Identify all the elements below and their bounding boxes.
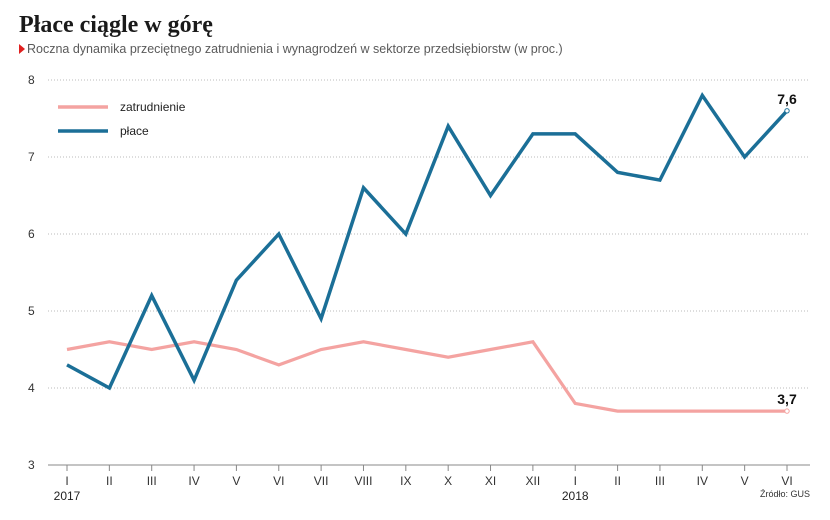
x-tick-label: II: [614, 474, 621, 488]
x-tick-label: IV: [188, 474, 199, 488]
triangle-marker-icon: [19, 44, 25, 54]
x-year-label: 2018: [562, 489, 589, 503]
x-tick-label: VII: [314, 474, 329, 488]
legend-label: zatrudnienie: [120, 100, 186, 114]
y-tick-label: 4: [28, 381, 35, 395]
x-tick-label: X: [444, 474, 452, 488]
x-tick-label: I: [65, 474, 68, 488]
y-tick-label: 6: [28, 227, 35, 241]
x-tick-label: XII: [526, 474, 541, 488]
x-tick-label: IX: [400, 474, 411, 488]
x-tick-label: VIII: [354, 474, 372, 488]
x-year-label: 2017: [54, 489, 81, 503]
series-end-label: 3,7: [777, 391, 797, 407]
x-tick-label: IV: [697, 474, 708, 488]
source-note: Źródło: GUS: [759, 489, 810, 499]
series-end-point: [784, 108, 790, 114]
x-tick-label: VI: [781, 474, 792, 488]
x-tick-label: III: [147, 474, 157, 488]
legend-label: płace: [120, 124, 149, 138]
series-end-label: 7,6: [777, 91, 797, 107]
x-tick-label: I: [574, 474, 577, 488]
series-line-zatrudnienie: [66, 340, 787, 413]
x-tick-label: II: [106, 474, 113, 488]
y-tick-label: 7: [28, 150, 35, 164]
chart-subtitle-text: Roczna dynamika przeciętnego zatrudnieni…: [27, 42, 563, 56]
y-tick-label: 3: [28, 458, 35, 472]
x-tick-label: III: [655, 474, 665, 488]
y-tick-label: 5: [28, 304, 35, 318]
x-tick-label: V: [741, 474, 749, 488]
chart-subtitle: Roczna dynamika przeciętnego zatrudnieni…: [19, 42, 563, 56]
series-line-place: [66, 91, 789, 391]
series-end-point: [784, 408, 790, 414]
chart-title: Płace ciągle w górę: [19, 12, 213, 38]
x-tick-label: XI: [485, 474, 496, 488]
x-tick-label: V: [232, 474, 240, 488]
y-tick-label: 8: [28, 73, 35, 87]
x-tick-label: VI: [273, 474, 284, 488]
